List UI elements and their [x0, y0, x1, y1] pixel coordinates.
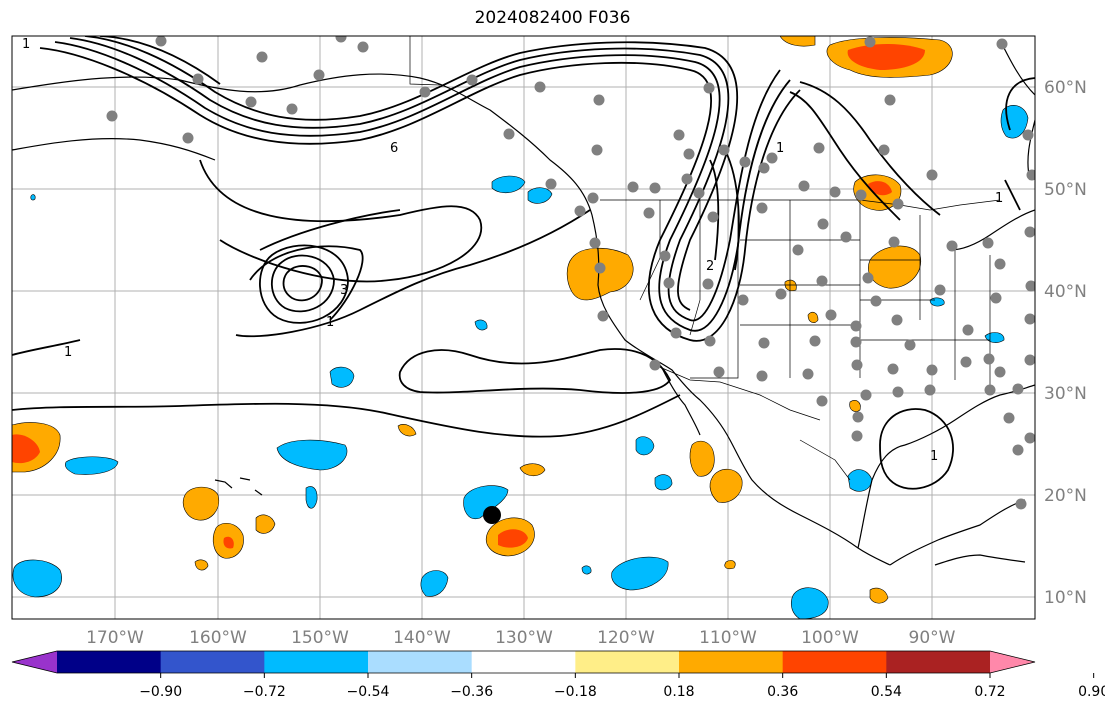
lat-label: 60°N	[1044, 78, 1087, 98]
contour-label: 1	[995, 191, 1003, 206]
contour-label: 1	[776, 141, 784, 156]
colorbar-tick-label: −0.90	[139, 684, 182, 700]
contour-lines	[12, 36, 1035, 490]
colorbar-segment	[368, 651, 473, 673]
contour-label: 1	[326, 315, 334, 330]
contour-label: 1	[930, 449, 938, 464]
colorbar-segment	[264, 651, 369, 673]
longitude-labels: 170°W 160°W 150°W 140°W 130°W 120°W 110°…	[86, 628, 956, 648]
colorbar-tick-label: 0.36	[767, 684, 798, 700]
lon-label: 110°W	[699, 628, 757, 648]
colorbar-tick-label: 0.90	[1078, 684, 1105, 700]
colorbar-tick-label: −0.36	[450, 684, 493, 700]
map-title: 2024082400 F036	[474, 8, 631, 28]
colorbar-tick-label: −0.18	[554, 684, 597, 700]
colorbar-extend-high	[990, 651, 1035, 673]
station-markers	[106, 36, 1035, 510]
colorbar-segment	[782, 651, 887, 673]
lon-label: 120°W	[597, 628, 655, 648]
colorbar-segment	[160, 651, 265, 673]
lon-label: 160°W	[189, 628, 247, 648]
lon-label: 90°W	[909, 628, 956, 648]
latitude-labels: 60°N 50°N 40°N 30°N 20°N 10°N	[1044, 78, 1087, 608]
lat-label: 10°N	[1044, 588, 1087, 608]
lat-label: 40°N	[1044, 282, 1087, 302]
lat-label: 50°N	[1044, 180, 1087, 200]
lon-label: 140°W	[393, 628, 451, 648]
lon-label: 170°W	[86, 628, 144, 648]
colorbar-tick-label: −0.54	[347, 684, 390, 700]
colorbar-tick-label: 0.72	[974, 684, 1005, 700]
colorbar-extend-low	[12, 651, 57, 673]
contour-label: 6	[390, 141, 398, 156]
contour-label: 1	[22, 37, 30, 52]
lon-label: 130°W	[495, 628, 553, 648]
contour-label-group: 1 6 3 1 1 1 2 1 1	[22, 37, 1003, 464]
colorbar-segment	[886, 651, 991, 673]
colorbar-segment	[679, 651, 784, 673]
colorbar-segment	[575, 651, 680, 673]
contour-label: 2	[706, 259, 714, 274]
colorbar-tick-label: 0.18	[663, 684, 694, 700]
anomaly-shading	[12, 36, 1029, 619]
colorbar-segment	[471, 651, 576, 673]
map-frame	[11, 35, 1036, 620]
colorbar: −0.90 −0.72 −0.54 −0.36 −0.18 0.18 0.36 0.54 0.7…	[11, 650, 1105, 700]
storm-center-marker	[483, 506, 501, 524]
colorbar-tick-label: 0.54	[871, 684, 902, 700]
colorbar-tick-label: −0.72	[243, 684, 286, 700]
colorbar-segment	[57, 651, 162, 673]
lat-label: 20°N	[1044, 486, 1087, 506]
lon-label: 100°W	[801, 628, 859, 648]
lon-label: 150°W	[291, 628, 349, 648]
contour-label: 3	[340, 283, 348, 298]
lat-label: 30°N	[1044, 384, 1087, 404]
contour-label: 1	[64, 345, 72, 360]
